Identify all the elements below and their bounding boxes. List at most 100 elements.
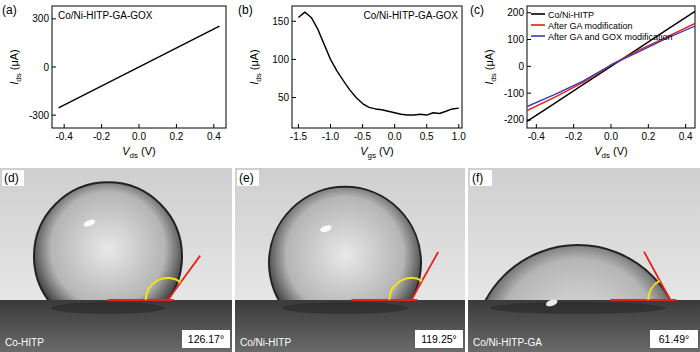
- y-tick-label: 100: [272, 54, 289, 65]
- x-tick-label: 0.2: [169, 131, 183, 142]
- photo-panel: Co/Ni-HITP119.25°(e): [235, 168, 465, 352]
- panel-label-box: [2, 170, 24, 186]
- label-sub: ds: [254, 73, 263, 81]
- chart: (a)-0.4-0.20.00.20.4-3000300Vds (V)Ids (…: [2, 3, 226, 160]
- angle-label: 126.17°: [188, 333, 224, 345]
- y-tick-label: -300: [29, 110, 49, 121]
- substrate: [468, 300, 700, 352]
- y-tick: [292, 97, 296, 98]
- x-tick-label: 0.2: [641, 131, 655, 142]
- legend-label: Co/Ni-HITP: [548, 10, 594, 20]
- x-tick-label: -0.2: [93, 131, 111, 142]
- chart-title: Co/Ni-HITP-GA-GOX: [364, 10, 459, 21]
- y-tick-label: 50: [278, 92, 290, 103]
- y-tick: [527, 39, 531, 40]
- x-tick-label: 0.5: [420, 131, 434, 142]
- figure: (a)-0.4-0.20.00.20.4-3000300Vds (V)Ids (…: [0, 0, 700, 352]
- x-tick: [330, 124, 331, 128]
- data-group: [527, 11, 695, 121]
- x-tick: [458, 124, 459, 128]
- x-tick: [176, 124, 177, 128]
- y-tick: [527, 12, 531, 13]
- angle-box: [650, 330, 698, 348]
- label-sub: gs: [368, 151, 376, 160]
- y-tick-label: -200: [504, 114, 524, 125]
- baseline: [610, 299, 676, 301]
- photo: [468, 168, 700, 352]
- axis-label: Vds (V): [594, 145, 628, 160]
- panel-label-box: [470, 170, 492, 186]
- label-rest: (V): [610, 145, 628, 157]
- sample-label: Co-HITP: [5, 337, 44, 348]
- panel-label: (a): [2, 3, 17, 17]
- angle-box: [415, 330, 463, 348]
- sample-label: Co/Ni-HITP-GA: [473, 337, 542, 348]
- panel-label-box: [237, 170, 259, 186]
- x-tick: [611, 124, 612, 128]
- drop-reflection: [51, 302, 165, 314]
- y-tick: [52, 67, 56, 68]
- panel-label: (b): [238, 3, 253, 17]
- legend-swatch: [531, 24, 545, 26]
- highlight: [545, 298, 558, 308]
- axis-label: Ids (μA): [8, 49, 23, 85]
- chart: (b)-1.5-1.0-0.50.00.51.050100150Vgs (V)I…: [238, 3, 466, 160]
- x-tick-label: -0.4: [528, 131, 546, 142]
- x-tick: [213, 124, 214, 128]
- substrate: [235, 300, 465, 352]
- x-tick-label: 0.0: [604, 131, 618, 142]
- panel-label: (f): [472, 171, 483, 185]
- drop-reflection: [490, 302, 665, 314]
- x-tick: [298, 124, 299, 128]
- baseline: [351, 299, 417, 301]
- series-line: [59, 26, 220, 108]
- series-line: [527, 23, 695, 110]
- x-tick: [648, 124, 649, 128]
- chart-title: Co/Ni-HITP-GA-GOX: [58, 10, 153, 21]
- x-tick: [362, 124, 363, 128]
- label-rest: (V): [138, 145, 156, 157]
- x-tick: [64, 124, 65, 128]
- y-tick: [292, 59, 296, 60]
- x-tick: [536, 124, 537, 128]
- label-rest: (μA): [8, 49, 20, 73]
- y-tick: [52, 18, 56, 19]
- photo-panel: Co-HITP 126.17° (d): [0, 168, 232, 352]
- y-tick-label: 0: [518, 61, 524, 72]
- panel-label: (d): [4, 171, 19, 185]
- angle-arc: [648, 281, 660, 300]
- y-tick: [527, 66, 531, 67]
- x-tick-label: 0.0: [132, 131, 146, 142]
- drop-reflection: [282, 302, 408, 314]
- y-tick: [527, 93, 531, 94]
- legend-label: After GA modification: [548, 21, 633, 31]
- data-group: [59, 26, 220, 108]
- x-tick-label: 0.4: [679, 131, 693, 142]
- sample-label: Co/Ni-HITP: [240, 337, 291, 348]
- x-tick: [685, 124, 686, 128]
- y-tick-label: 200: [507, 7, 524, 18]
- photo: [235, 168, 465, 352]
- angle-box: [182, 330, 230, 348]
- x-tick-label: -0.4: [56, 131, 74, 142]
- y-tick-label: 150: [272, 16, 289, 27]
- label-rest: (μA): [248, 49, 260, 73]
- y-tick-label: -100: [504, 88, 524, 99]
- droplet: [34, 182, 182, 300]
- substrate: [0, 300, 232, 352]
- tangent-line: [411, 252, 438, 300]
- legend-swatch: [531, 13, 545, 15]
- label-sub: ds: [130, 151, 138, 160]
- y-tick-label: 0: [43, 62, 49, 73]
- x-tick-label: -1.5: [290, 131, 308, 142]
- x-tick-label: -0.5: [354, 131, 372, 142]
- photo: [0, 168, 232, 352]
- label-rest: (V): [376, 145, 394, 157]
- x-tick: [573, 124, 574, 128]
- x-tick: [426, 124, 427, 128]
- y-tick: [52, 115, 56, 116]
- legend-swatch: [531, 35, 545, 37]
- baseline: [108, 299, 174, 301]
- label-sub: ds: [602, 151, 610, 160]
- panel-label: (e): [239, 171, 254, 185]
